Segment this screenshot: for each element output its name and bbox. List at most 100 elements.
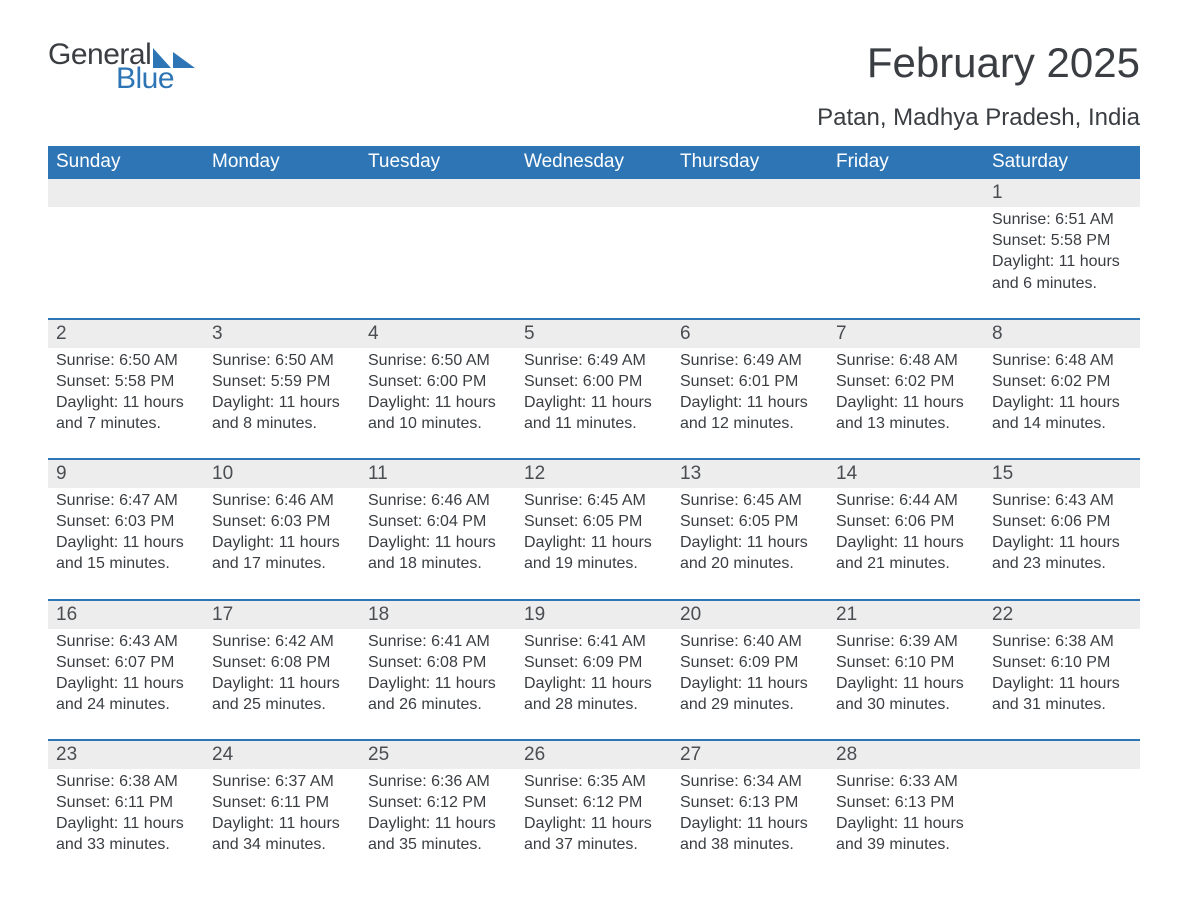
col-tuesday: Tuesday: [360, 146, 516, 179]
day-detail-line: Sunrise: 6:47 AM: [56, 490, 196, 511]
week-detail-row: Sunrise: 6:51 AMSunset: 5:58 PMDaylight:…: [48, 207, 1140, 318]
day-detail-cell: [828, 207, 984, 318]
day-detail-line: Daylight: 11 hours and 17 minutes.: [212, 532, 352, 574]
day-number-cell: 9: [48, 459, 204, 488]
day-number: 8: [992, 323, 1132, 345]
week-daynum-row: 1: [48, 179, 1140, 207]
day-detail-cell: [360, 207, 516, 318]
day-detail-line: Sunrise: 6:33 AM: [836, 771, 976, 792]
day-detail-line: Daylight: 11 hours and 20 minutes.: [680, 532, 820, 574]
day-detail-line: Daylight: 11 hours and 37 minutes.: [524, 813, 664, 855]
col-friday: Friday: [828, 146, 984, 179]
col-wednesday: Wednesday: [516, 146, 672, 179]
day-detail-line: Sunset: 6:08 PM: [368, 652, 508, 673]
day-number: 19: [524, 604, 664, 626]
day-detail-line: Sunset: 6:02 PM: [992, 371, 1132, 392]
day-number-cell: 8: [984, 319, 1140, 348]
day-number-cell: [672, 179, 828, 207]
day-number-cell: 13: [672, 459, 828, 488]
day-number-cell: 18: [360, 600, 516, 629]
day-number-cell: [828, 179, 984, 207]
day-detail-cell: Sunrise: 6:49 AMSunset: 6:00 PMDaylight:…: [516, 348, 672, 459]
day-detail-cell: Sunrise: 6:36 AMSunset: 6:12 PMDaylight:…: [360, 769, 516, 879]
day-number: 20: [680, 604, 820, 626]
day-detail-line: Sunrise: 6:35 AM: [524, 771, 664, 792]
day-detail-line: Sunrise: 6:46 AM: [368, 490, 508, 511]
day-number: 7: [836, 323, 976, 345]
day-detail-line: Sunset: 6:06 PM: [992, 511, 1132, 532]
day-number: 11: [368, 463, 508, 485]
day-detail-line: Sunset: 6:10 PM: [992, 652, 1132, 673]
day-detail-cell: Sunrise: 6:37 AMSunset: 6:11 PMDaylight:…: [204, 769, 360, 879]
day-number: 22: [992, 604, 1132, 626]
day-detail-cell: Sunrise: 6:48 AMSunset: 6:02 PMDaylight:…: [828, 348, 984, 459]
day-number: 23: [56, 744, 196, 766]
day-detail-line: Daylight: 11 hours and 31 minutes.: [992, 673, 1132, 715]
day-detail-line: Sunset: 6:04 PM: [368, 511, 508, 532]
day-number-cell: 17: [204, 600, 360, 629]
day-detail-cell: Sunrise: 6:46 AMSunset: 6:03 PMDaylight:…: [204, 488, 360, 599]
day-number: 16: [56, 604, 196, 626]
day-detail-line: Sunrise: 6:51 AM: [992, 209, 1132, 230]
day-number: 2: [56, 323, 196, 345]
day-detail-cell: [672, 207, 828, 318]
day-detail-line: Daylight: 11 hours and 21 minutes.: [836, 532, 976, 574]
day-detail-line: Sunrise: 6:42 AM: [212, 631, 352, 652]
day-detail-line: Sunset: 6:02 PM: [836, 371, 976, 392]
day-detail-cell: Sunrise: 6:49 AMSunset: 6:01 PMDaylight:…: [672, 348, 828, 459]
day-number-cell: 5: [516, 319, 672, 348]
location-label: Patan, Madhya Pradesh, India: [817, 104, 1140, 132]
day-detail-line: Sunrise: 6:48 AM: [992, 350, 1132, 371]
week-detail-row: Sunrise: 6:38 AMSunset: 6:11 PMDaylight:…: [48, 769, 1140, 879]
day-detail-cell: Sunrise: 6:50 AMSunset: 5:58 PMDaylight:…: [48, 348, 204, 459]
day-detail-line: Daylight: 11 hours and 13 minutes.: [836, 392, 976, 434]
day-detail-line: Sunrise: 6:39 AM: [836, 631, 976, 652]
day-number: 13: [680, 463, 820, 485]
day-detail-line: Sunset: 5:59 PM: [212, 371, 352, 392]
day-detail-cell: Sunrise: 6:45 AMSunset: 6:05 PMDaylight:…: [516, 488, 672, 599]
day-detail-line: Daylight: 11 hours and 8 minutes.: [212, 392, 352, 434]
day-detail-line: Daylight: 11 hours and 30 minutes.: [836, 673, 976, 715]
day-number-cell: [48, 179, 204, 207]
day-detail-line: Sunset: 5:58 PM: [56, 371, 196, 392]
day-detail-line: Sunset: 6:03 PM: [212, 511, 352, 532]
day-number: 10: [212, 463, 352, 485]
day-number-cell: 1: [984, 179, 1140, 207]
day-detail-cell: Sunrise: 6:34 AMSunset: 6:13 PMDaylight:…: [672, 769, 828, 879]
day-detail-line: Sunrise: 6:50 AM: [368, 350, 508, 371]
day-number: 4: [368, 323, 508, 345]
day-detail-line: Sunset: 6:12 PM: [524, 792, 664, 813]
day-detail-line: Daylight: 11 hours and 18 minutes.: [368, 532, 508, 574]
day-detail-line: Sunrise: 6:41 AM: [524, 631, 664, 652]
day-detail-line: Sunset: 6:13 PM: [680, 792, 820, 813]
day-detail-line: Sunrise: 6:34 AM: [680, 771, 820, 792]
day-detail-line: Daylight: 11 hours and 35 minutes.: [368, 813, 508, 855]
day-detail-line: Sunrise: 6:44 AM: [836, 490, 976, 511]
day-number-cell: 20: [672, 600, 828, 629]
day-detail-line: Sunrise: 6:49 AM: [680, 350, 820, 371]
day-detail-line: Sunset: 6:05 PM: [524, 511, 664, 532]
day-number: 26: [524, 744, 664, 766]
day-detail-line: Daylight: 11 hours and 26 minutes.: [368, 673, 508, 715]
day-number-cell: [204, 179, 360, 207]
day-number-cell: 7: [828, 319, 984, 348]
col-sunday: Sunday: [48, 146, 204, 179]
day-detail-cell: [48, 207, 204, 318]
day-detail-line: Sunrise: 6:37 AM: [212, 771, 352, 792]
day-detail-line: Sunset: 6:06 PM: [836, 511, 976, 532]
col-thursday: Thursday: [672, 146, 828, 179]
day-detail-line: Sunrise: 6:41 AM: [368, 631, 508, 652]
day-number-cell: 15: [984, 459, 1140, 488]
day-detail-line: Daylight: 11 hours and 23 minutes.: [992, 532, 1132, 574]
calendar-body: 1Sunrise: 6:51 AMSunset: 5:58 PMDaylight…: [48, 179, 1140, 879]
day-detail-line: Sunset: 6:08 PM: [212, 652, 352, 673]
day-detail-line: Sunset: 6:11 PM: [56, 792, 196, 813]
day-number-cell: 28: [828, 740, 984, 769]
week-detail-row: Sunrise: 6:47 AMSunset: 6:03 PMDaylight:…: [48, 488, 1140, 599]
day-detail-line: Sunset: 6:01 PM: [680, 371, 820, 392]
day-detail-cell: Sunrise: 6:41 AMSunset: 6:08 PMDaylight:…: [360, 629, 516, 740]
day-number-cell: 4: [360, 319, 516, 348]
day-detail-line: Sunset: 6:00 PM: [368, 371, 508, 392]
day-detail-line: Sunset: 6:09 PM: [524, 652, 664, 673]
day-detail-line: Daylight: 11 hours and 24 minutes.: [56, 673, 196, 715]
